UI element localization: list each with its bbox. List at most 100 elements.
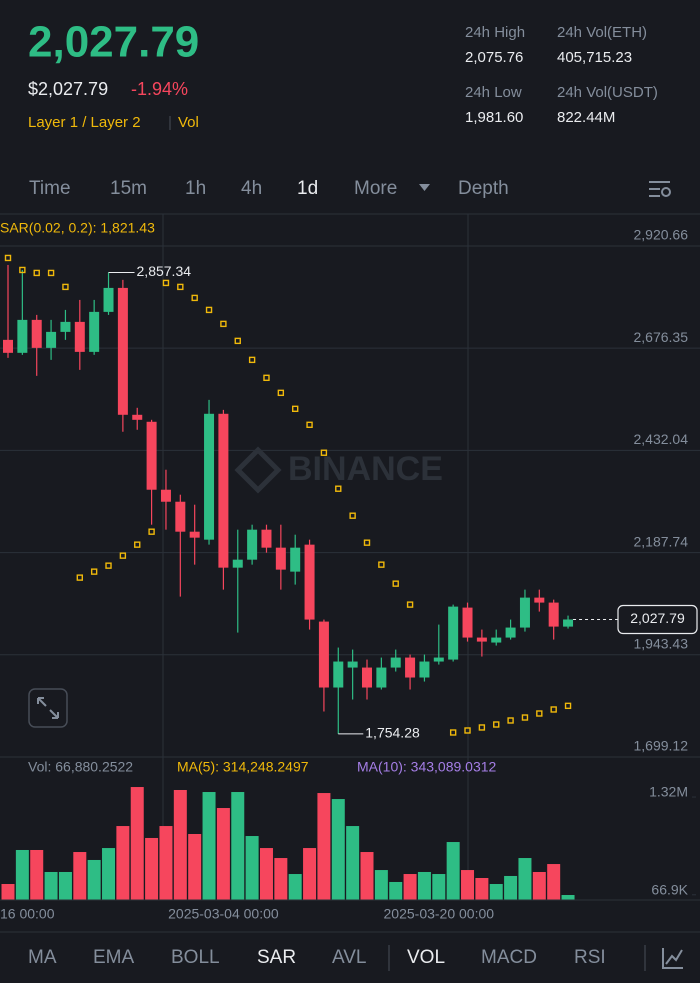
- sar-dot: [248, 356, 256, 364]
- candle-body: [390, 657, 401, 668]
- candle-body: [462, 607, 473, 638]
- indicator-tab[interactable]: MA: [28, 947, 57, 968]
- candle-body: [146, 421, 157, 490]
- price-badge: [617, 604, 698, 635]
- candle-body: [3, 339, 13, 353]
- volume-bar: [73, 852, 87, 900]
- volume-bar: [403, 874, 417, 900]
- expand-button[interactable]: [28, 688, 68, 728]
- last-price: 2,027.79: [28, 18, 199, 67]
- volume-bar: [389, 881, 403, 900]
- volume-bar: [44, 871, 58, 900]
- sar-dot: [263, 374, 270, 382]
- sar-dot: [134, 541, 141, 548]
- stat-value: 405,715.23: [557, 49, 632, 66]
- indicator-tab[interactable]: SAR: [257, 947, 296, 968]
- volume-bar: [87, 859, 101, 900]
- candle-body: [189, 531, 200, 538]
- volume-bar: [446, 842, 460, 900]
- interval-tabs: Time 15m 1h 4h 1d More Depth: [29, 178, 509, 199]
- expand-icon: [37, 697, 59, 719]
- tag[interactable]: Vol: [178, 114, 199, 131]
- candle-body: [74, 321, 85, 352]
- sar-dot: [335, 485, 342, 492]
- sar-dot: [47, 269, 55, 277]
- candle-body: [347, 661, 358, 668]
- settings-icon[interactable]: [649, 181, 671, 197]
- sar-dot: [191, 294, 198, 302]
- candle-body: [362, 667, 372, 688]
- sar-dot: [493, 721, 500, 728]
- interval-tab[interactable]: Depth: [458, 178, 509, 199]
- watermark: BINANCE: [234, 446, 443, 494]
- sar-dot: [162, 279, 170, 287]
- candle-body: [376, 667, 387, 688]
- low-label: 1,754.28: [365, 725, 420, 741]
- plot: 2,920.66 2,676.35 2,432.04 2,187.74 1,943.43…: [0, 227, 700, 922]
- interval-tab[interactable]: 4h: [241, 178, 262, 199]
- indicator-tab[interactable]: BOLL: [171, 947, 220, 968]
- sar-dot: [320, 449, 328, 456]
- candle-body: [218, 413, 229, 568]
- volume-bar: [288, 874, 302, 900]
- dropdown-arrow: [419, 184, 430, 191]
- sar-dot: [550, 706, 557, 713]
- sub-indicator-tab[interactable]: MACD: [481, 947, 537, 968]
- candle-body: [175, 501, 186, 532]
- stat-value: 1,981.60: [465, 109, 523, 126]
- price-badge-label: 2,027.79: [630, 610, 685, 626]
- volume-bar: [317, 793, 331, 900]
- volume-bar: [188, 833, 202, 900]
- indicator-tab[interactable]: EMA: [93, 947, 135, 968]
- sar-dot: [406, 601, 414, 608]
- volume-bar: [159, 826, 173, 900]
- y-tick-label: 1,943.43: [634, 635, 689, 651]
- chart-settings-icon[interactable]: [662, 948, 683, 969]
- volume-bar: [475, 877, 489, 900]
- sub-indicator-tab[interactable]: RSI: [574, 947, 606, 968]
- x-tick-label: 16 00:00: [0, 906, 55, 922]
- stat-value: 822.44M: [557, 109, 615, 126]
- volume-bar: [116, 826, 130, 900]
- volume-bar: [417, 871, 431, 900]
- sar-dot: [148, 528, 155, 535]
- tag[interactable]: Layer 1 / Layer 2: [28, 114, 141, 131]
- volume-bar: [259, 848, 273, 900]
- volume-bar: [360, 852, 374, 900]
- candle-body: [31, 319, 42, 348]
- interval-tab[interactable]: 15m: [110, 178, 147, 199]
- candle-body: [46, 331, 57, 348]
- volume-bar: [202, 792, 216, 900]
- sub-indicator-tab[interactable]: VOL: [407, 947, 445, 968]
- sar-dot: [349, 512, 356, 519]
- y-tick-label: 2,676.35: [634, 329, 689, 345]
- candle-body: [433, 657, 444, 662]
- candle-body: [491, 637, 502, 643]
- candle-body: [548, 602, 559, 627]
- candle-body: [563, 619, 574, 627]
- indicator-tab[interactable]: AVL: [332, 947, 367, 968]
- interval-tab[interactable]: More: [354, 178, 397, 199]
- volume-label: Vol: 66,880.2522: [28, 759, 133, 775]
- interval-tab[interactable]: 1d: [297, 178, 318, 199]
- volume-bar: [489, 884, 503, 900]
- volume-bar: [274, 858, 288, 900]
- interval-tab[interactable]: 1h: [185, 178, 206, 199]
- high-label: 2,857.34: [137, 263, 192, 279]
- interval-tab[interactable]: Time: [29, 178, 71, 199]
- sar-dot: [378, 561, 385, 568]
- volume-bar: [518, 858, 532, 900]
- x-tick-label: 2025-03-04 00:00: [168, 906, 279, 922]
- watermark-logo: [234, 446, 282, 494]
- candle-body: [204, 413, 215, 540]
- candle-body: [476, 637, 487, 642]
- volume-bar: [130, 787, 144, 900]
- sar-dot: [119, 552, 127, 559]
- candle-body: [333, 661, 344, 688]
- icon-gear: [661, 187, 671, 197]
- volume-bar: [1, 884, 15, 900]
- candle-body: [132, 414, 143, 420]
- candle-body: [89, 311, 100, 352]
